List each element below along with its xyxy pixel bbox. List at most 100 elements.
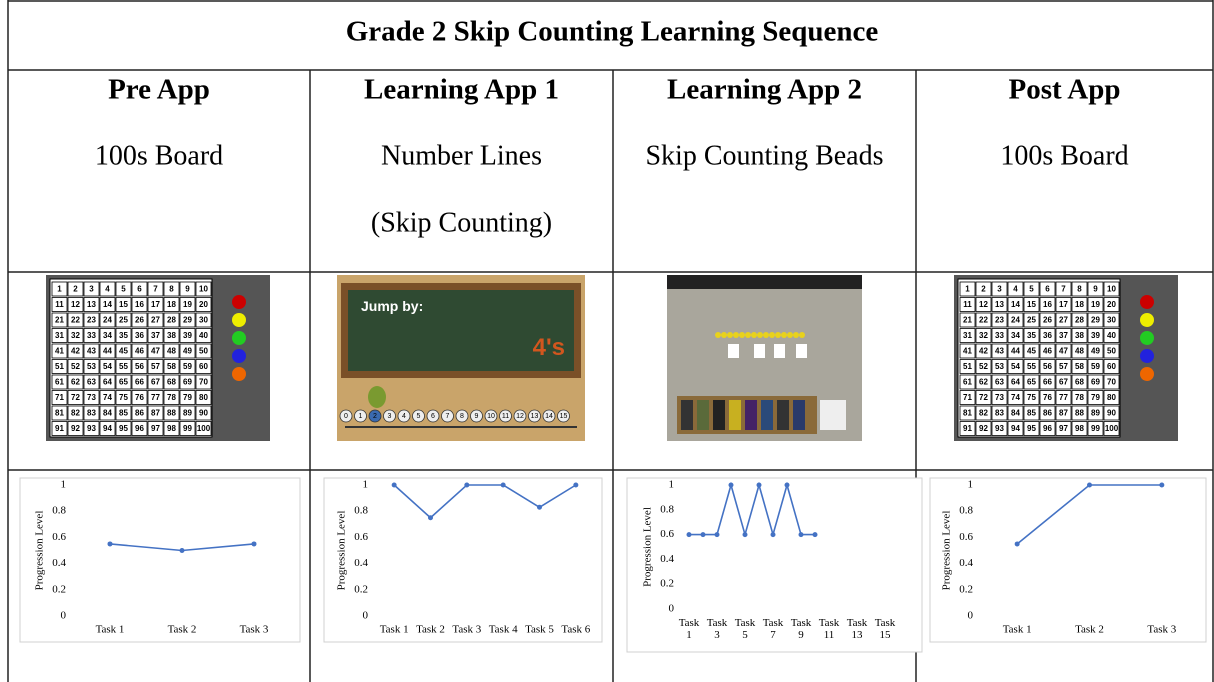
jump-label: Jump by:: [361, 298, 423, 314]
board-number: 54: [103, 362, 112, 371]
board-number: 5: [1029, 285, 1034, 294]
x-tick-label: Task 1: [1003, 624, 1032, 636]
board-cell: [1023, 421, 1040, 436]
board-number: 29: [1091, 316, 1100, 325]
board-cell: [179, 281, 196, 297]
board-number: 13: [995, 300, 1004, 309]
board-number: 52: [71, 362, 80, 371]
board-cell: [131, 405, 148, 421]
number-bubble: [383, 409, 396, 423]
data-point: [742, 532, 748, 538]
board-cell: [67, 281, 84, 297]
board-cell: [991, 343, 1008, 359]
board-cell: [1039, 390, 1056, 405]
board-cell: [959, 390, 976, 405]
board-cell: [195, 359, 212, 374]
board-number: 49: [1091, 347, 1100, 356]
board-number: 83: [995, 409, 1004, 418]
number-label: 10: [487, 413, 495, 420]
board-cell: [1007, 421, 1024, 436]
y-tick-label: 0.8: [959, 505, 973, 517]
board-cell: [179, 312, 196, 328]
board-number: 70: [199, 378, 208, 387]
board-number: 38: [1075, 331, 1084, 340]
board-number: 11: [963, 300, 972, 309]
board-cell: [1087, 359, 1104, 374]
x-tick-label: Task 3: [707, 617, 728, 641]
number-label: 13: [531, 413, 539, 420]
board-number: 38: [167, 331, 176, 340]
board-cell: [1023, 281, 1040, 297]
board-number: 61: [55, 378, 64, 387]
board-cell: [67, 312, 84, 328]
board-number: 51: [55, 362, 64, 371]
board-number: 77: [151, 393, 160, 402]
board-cell: [179, 359, 196, 374]
board-number: 71: [963, 393, 972, 402]
board-cell: [131, 359, 148, 374]
board-number: 75: [1027, 393, 1036, 402]
board-cell: [1039, 359, 1056, 374]
board-number: 60: [199, 362, 208, 371]
board-number: 30: [199, 316, 208, 325]
board-cell: [99, 405, 116, 421]
board-number: 30: [1107, 316, 1116, 325]
number-label: 11: [502, 413, 509, 420]
board-number: 1: [57, 285, 62, 294]
board-number: 87: [1059, 409, 1068, 418]
board-cell: [195, 281, 212, 297]
board-number: 31: [55, 331, 64, 340]
board-cell: [147, 359, 164, 374]
board-cell: [131, 374, 148, 390]
board-cell: [1087, 281, 1104, 297]
board-number: 27: [1059, 316, 1068, 325]
board-number: 6: [137, 285, 142, 294]
board-cell: [115, 297, 132, 312]
board-cell: [163, 359, 180, 374]
board-number: 27: [151, 316, 160, 325]
board-cell: [147, 374, 164, 390]
board-cell: [179, 390, 196, 405]
board-number: 50: [199, 347, 208, 356]
data-point: [728, 482, 734, 488]
board-cell: [1071, 405, 1088, 421]
number-label: 8: [460, 413, 464, 420]
board-cell: [51, 312, 68, 328]
board-number: 56: [1043, 362, 1052, 371]
board-number: 95: [119, 424, 128, 433]
number-label: 7: [446, 413, 450, 420]
board-number: 14: [1011, 300, 1020, 309]
board-cell: [975, 421, 992, 436]
board-number: 39: [183, 331, 192, 340]
board-cell: [1071, 374, 1088, 390]
y-tick-label: 1: [669, 479, 675, 491]
board-number: 32: [71, 331, 80, 340]
board-number: 58: [1075, 362, 1084, 371]
board-number: 65: [1027, 378, 1036, 387]
board-number: 78: [167, 393, 176, 402]
y-tick-label: 0.6: [660, 528, 674, 540]
board-number: 84: [1011, 409, 1020, 418]
y-tick-label: 0.2: [959, 583, 973, 595]
board-cell: [131, 421, 148, 436]
board-cell: [991, 374, 1008, 390]
x-tick-label: Task 3: [240, 624, 269, 636]
board-cell: [147, 328, 164, 343]
board-number: 12: [979, 300, 988, 309]
board-cell: [195, 405, 212, 421]
board-cell: [1071, 328, 1088, 343]
y-tick-label: 1: [968, 479, 974, 491]
board-number: 23: [995, 316, 1004, 325]
board-cell: [1039, 405, 1056, 421]
board-number: 79: [183, 393, 192, 402]
board-cell: [1071, 390, 1088, 405]
board-number: 82: [979, 409, 988, 418]
color-button: [1140, 295, 1154, 309]
board-cell: [179, 297, 196, 312]
number-bubble: [557, 409, 570, 423]
board-cell: [1007, 297, 1024, 312]
data-point: [700, 532, 706, 538]
board-number: 5: [121, 285, 126, 294]
y-tick-label: 0.8: [52, 505, 66, 517]
